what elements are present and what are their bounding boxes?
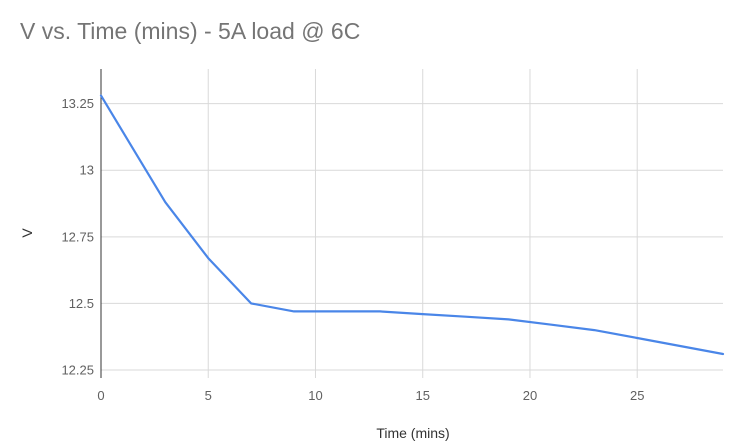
x-tick-label: 25 [630, 388, 644, 403]
tick-labels: 12.25 12.5 12.75 13 13.25 0 5 10 15 20 25 [61, 96, 644, 403]
series-layer [99, 94, 725, 356]
x-tick-label: 15 [415, 388, 429, 403]
grid [101, 69, 723, 378]
y-tick-label: 13 [80, 163, 94, 178]
x-axis-title: Time (mins) [376, 425, 449, 441]
y-tick-label: 12.25 [61, 363, 94, 378]
y-axis-title: V [19, 228, 35, 238]
chart-title: V vs. Time (mins) - 5A load @ 6C [20, 18, 361, 44]
x-tick-label: 10 [308, 388, 322, 403]
y-tick-label: 12.5 [69, 296, 94, 311]
series-line [99, 94, 725, 356]
y-tick-label: 13.25 [61, 96, 94, 111]
y-tick-label: 12.75 [61, 229, 94, 244]
x-tick-label: 5 [205, 388, 212, 403]
x-tick-label: 20 [523, 388, 537, 403]
x-tick-label: 0 [97, 388, 104, 403]
